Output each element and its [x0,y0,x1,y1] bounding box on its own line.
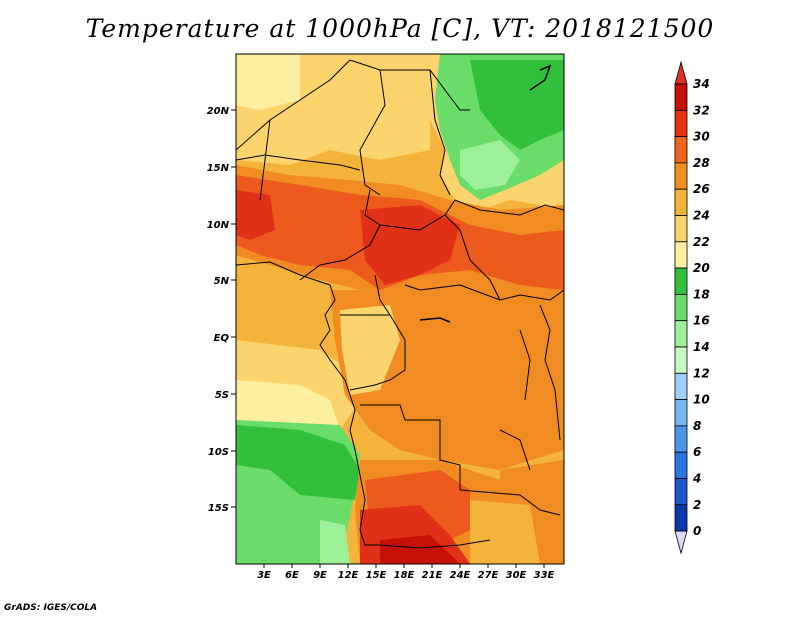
colorbar-label: 14 [693,340,710,354]
colorbar-label: 32 [693,103,710,117]
colorbar-label: 18 [693,287,710,301]
colorbar-segment [674,109,688,138]
colorbar-segment [674,136,688,164]
colorbar-segment [674,267,688,295]
lon-label-6e: 6E [285,570,299,581]
lon-label-21e: 21E [422,570,443,581]
lat-label-5n: 5N [214,276,230,287]
colorbar-label: 30 [693,130,710,144]
colorbar-segment [674,399,688,427]
lat-label-5s: 5S [215,390,229,401]
lon-label-3e: 3E [257,570,271,581]
lon-label-33e: 33E [534,570,555,581]
colorbar-label: 20 [693,261,710,275]
colorbar-label: 16 [693,314,710,328]
colorbar-segment [674,215,688,243]
colorbar-label: 6 [693,445,701,459]
colorbar-segment [674,346,688,374]
colorbar-label: 10 [693,393,710,407]
map-frame [235,53,565,565]
colorbar-segment [674,162,688,190]
colorbar-label: 34 [693,77,710,91]
colorbar-label: 12 [693,366,710,380]
colorbar-segment [674,425,688,453]
lat-label-10n: 10N [207,220,230,231]
colorbar-label: 24 [693,209,710,223]
lat-label-eq: EQ [214,333,230,344]
colorbar-segment [674,320,688,348]
lon-label-30e: 30E [506,570,527,581]
longitude-axis [263,564,545,568]
lat-label-15n: 15N [207,163,230,174]
lat-label-15s: 15S [208,503,229,514]
map-title: Temperature at 1000hPa [C], VT: 20181215… [85,14,715,43]
colorbar-segment [674,188,688,216]
colorbar-label: 28 [693,156,710,170]
colorbar-segment [674,504,688,532]
country-borders [236,59,564,549]
colorbar-segment [674,293,688,322]
latitude-axis [231,109,236,508]
lon-label-27e: 27E [478,570,499,581]
temperature-field [236,54,564,564]
colorbar-segment [674,372,688,400]
colorbar-label: 8 [693,419,701,433]
lat-label-10s: 10S [208,447,229,458]
colorbar-label: 4 [692,472,701,486]
lon-label-18e: 18E [394,570,415,581]
colorbar-segment [674,83,688,111]
colorbar-label: 0 [693,524,701,538]
colorbar-label: 26 [693,182,710,196]
colorbar-segment [674,451,688,479]
colorbar-label: 22 [693,235,710,249]
colorbar-segment [674,478,688,506]
colorbar-bottom-arrow [674,530,688,555]
colorbar-label: 2 [693,498,701,512]
grads-credit: GrADS: IGES/COLA [4,603,98,613]
lon-label-15e: 15E [366,570,387,581]
colorbar-segment [674,241,688,269]
lon-label-12e: 12E [338,570,359,581]
lon-label-24e: 24E [450,570,471,581]
lon-label-9e: 9E [313,570,327,581]
colorbar-top-arrow [674,60,688,85]
lat-label-20n: 20N [207,106,230,117]
